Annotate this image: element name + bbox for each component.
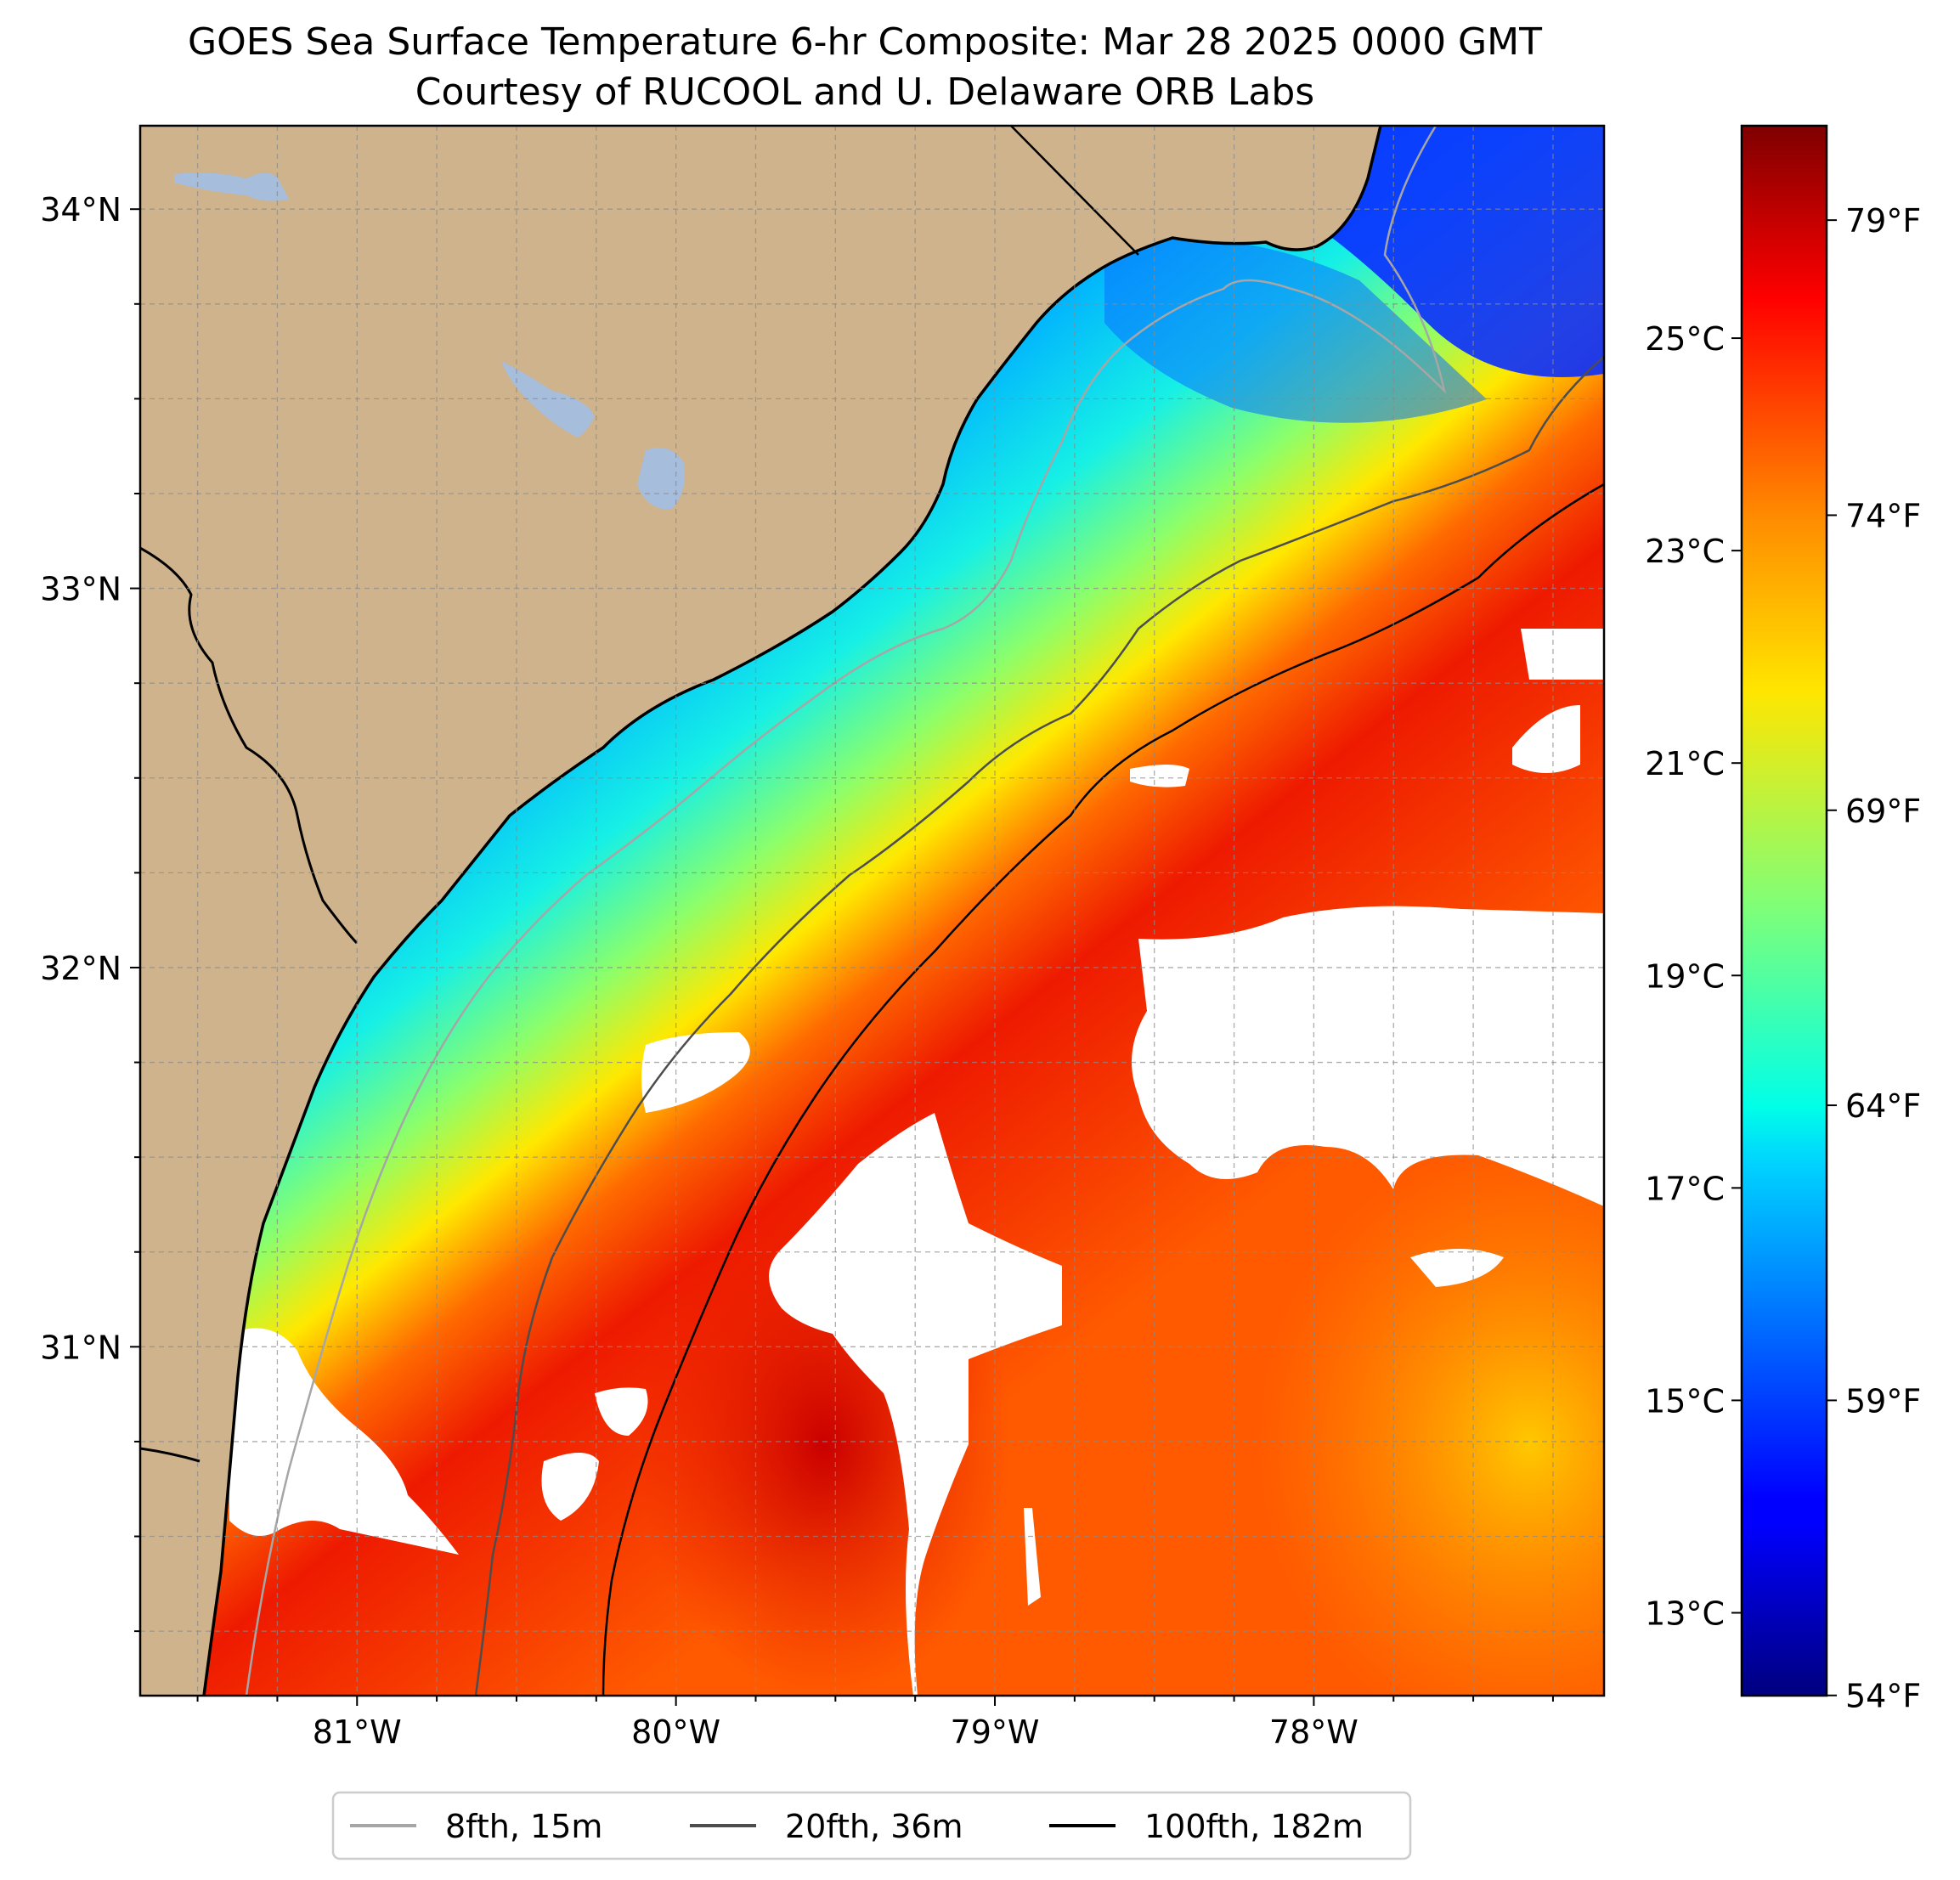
isobath-182m [602,483,1604,1696]
map-title: GOES Sea Surface Temperature 6-hr Compos… [188,20,1542,64]
isobaths [245,126,1604,1696]
state-border [1010,126,1139,256]
river-border [140,546,359,945]
lat-tick-label: 34°N [40,191,121,229]
celsius-tick-label: 13°C [1645,1595,1725,1632]
lake-marion [174,172,289,201]
legend-items: 8fth, 15m 20fth, 36m 100fth, 182m [350,1808,1364,1845]
cold-water-northeast [1308,126,1604,377]
celsius-tick-label: 17°C [1645,1170,1725,1207]
isobath-15m [245,126,1447,1696]
missing-data-regions [229,629,1604,1696]
gridlines [140,126,1604,1696]
land [140,126,1382,1696]
lon-tick-label: 81°W [313,1713,402,1751]
colorbar-celsius-axis: 25°C 23°C 21°C 19°C 17°C 15°C 13°C [1645,320,1742,1632]
cold-water-shelf [1104,239,1487,423]
fahrenheit-tick-label: 69°F [1845,793,1921,830]
legend-box [331,1791,1412,1860]
lat-tick-label: 33°N [40,571,121,608]
fahrenheit-tick-label: 54°F [1845,1678,1921,1715]
longitude-axis: 81°W 80°W 79°W 78°W [196,1696,1554,1751]
map-frame [138,124,1606,1697]
lon-tick-label: 80°W [631,1713,720,1751]
latitude-axis: 34°N 33°N 32°N 31°N [40,191,140,1633]
celsius-tick-label: 15°C [1645,1382,1725,1420]
map-area [140,126,1604,1696]
fahrenheit-tick-label: 74°F [1845,497,1921,534]
isobath-36m [474,356,1604,1696]
coastline [202,126,1382,1696]
celsius-tick-label: 21°C [1645,745,1725,782]
lat-tick-label: 31°N [40,1329,121,1366]
lon-tick-label: 78°W [1269,1713,1358,1751]
map-subtitle: Courtesy of RUCOOL and U. Delaware ORB L… [415,71,1314,114]
legend-label: 100fth, 182m [1144,1808,1364,1845]
fahrenheit-tick-label: 59°F [1845,1382,1921,1420]
fahrenheit-tick-label: 79°F [1845,202,1921,240]
lon-tick-label: 79°W [951,1713,1040,1751]
colorbar [1740,124,1828,1697]
lake-moultrie [501,361,595,438]
celsius-tick-label: 23°C [1645,533,1725,570]
legend-label: 8fth, 15m [445,1808,602,1845]
lake-inland [637,448,685,510]
fahrenheit-tick-label: 64°F [1845,1087,1921,1125]
celsius-tick-label: 19°C [1645,957,1725,995]
celsius-tick-label: 25°C [1645,320,1725,358]
colorbar-fahrenheit-axis: 79°F 74°F 69°F 64°F 59°F 54°F [1827,202,1921,1715]
lat-tick-label: 32°N [40,950,121,987]
river-border-south [140,1447,201,1463]
legend-label: 20fth, 36m [785,1808,963,1845]
legend: 8fth, 15m 20fth, 36m 100fth, 182m [331,1791,1412,1860]
warm-eddy-southeast [1257,1138,1604,1696]
land-mass [140,126,1381,1696]
